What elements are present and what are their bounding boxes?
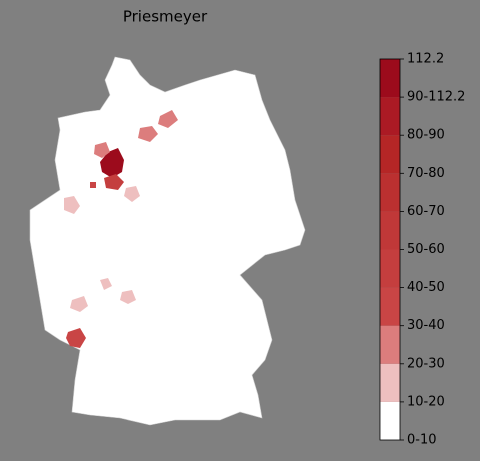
colorbar-band bbox=[380, 173, 400, 212]
colorbar-band bbox=[380, 325, 400, 364]
colorbar-band bbox=[380, 97, 400, 136]
colorbar-label: 50-60 bbox=[407, 242, 445, 257]
colorbar-band bbox=[380, 401, 400, 440]
region bbox=[66, 328, 86, 348]
colorbar-band bbox=[380, 135, 400, 174]
region bbox=[64, 196, 80, 214]
colorbar-label: 112.2 bbox=[407, 52, 444, 67]
region bbox=[124, 186, 140, 202]
region bbox=[70, 296, 88, 312]
region bbox=[138, 126, 158, 142]
colorbar-band bbox=[380, 287, 400, 326]
region bbox=[120, 290, 136, 304]
colorbar-label: 10-20 bbox=[407, 394, 445, 409]
region bbox=[100, 148, 124, 178]
region bbox=[90, 182, 96, 188]
colorbar-band bbox=[380, 59, 400, 98]
colorbar-band bbox=[380, 211, 400, 250]
region bbox=[94, 142, 110, 158]
colorbar-label: 80-90 bbox=[407, 128, 445, 143]
colorbar-label: 30-40 bbox=[407, 318, 445, 333]
colorbar-label: 20-30 bbox=[407, 356, 445, 371]
colorbar-band bbox=[380, 363, 400, 402]
map-title: Priesmeyer bbox=[123, 8, 208, 26]
colorbar-label: 60-70 bbox=[407, 204, 445, 219]
colorbar-label: 70-80 bbox=[407, 166, 445, 181]
region bbox=[104, 174, 124, 190]
region bbox=[158, 110, 178, 128]
region bbox=[100, 278, 112, 290]
colorbar: 0-10 10-20 20-30 30-40 40-50 50-60 60-70 70-80 8… bbox=[379, 52, 465, 448]
colorbar-band bbox=[380, 249, 400, 288]
colorbar-label: 90-112.2 bbox=[407, 90, 465, 105]
colorbar-label: 40-50 bbox=[407, 280, 445, 295]
colorbar-label: 0-10 bbox=[407, 433, 437, 448]
germany-map bbox=[29, 56, 306, 426]
